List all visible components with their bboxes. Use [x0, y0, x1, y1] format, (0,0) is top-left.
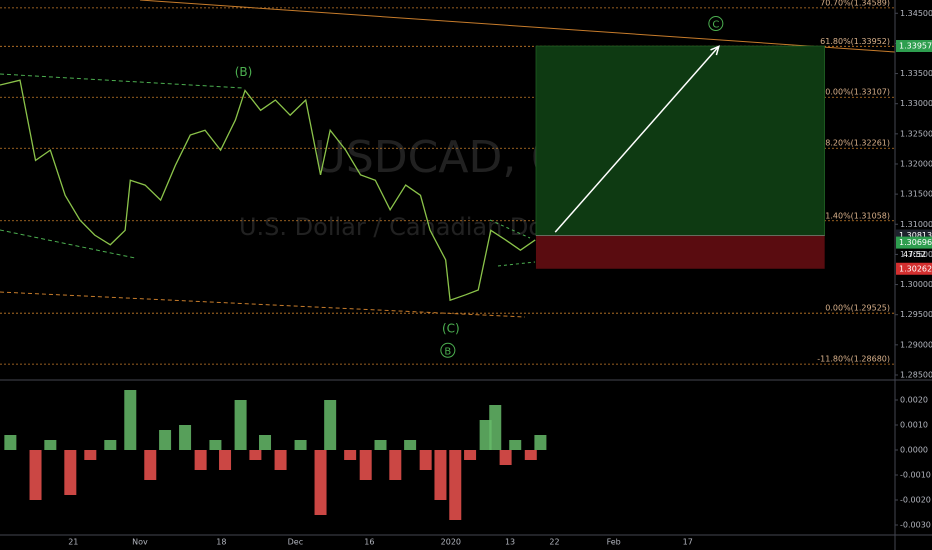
y-tick-label: 1.32000	[900, 159, 932, 168]
price-tag	[896, 262, 932, 275]
x-tick-label: 13	[505, 538, 515, 547]
y-tick-label: 0.0000	[900, 446, 928, 455]
histogram-bar	[324, 400, 337, 450]
y-tick-label: 1.29500	[900, 310, 932, 319]
fib-label: 61.80%(1.33952)	[820, 37, 890, 46]
fib-label: 70.70%(1.34589)	[820, 0, 890, 7]
fib-label: 50.00%(1.33107)	[820, 88, 890, 97]
y-tick-label: 1.31500	[900, 190, 932, 199]
y-tick-label: 1.33000	[900, 99, 932, 108]
price-tag-label: 1.30262	[899, 264, 932, 273]
histogram-bar	[144, 450, 157, 480]
histogram-bar	[4, 435, 17, 450]
fib-label: 0.00%(1.29525)	[825, 304, 890, 313]
histogram-bar	[84, 450, 97, 460]
histogram-bar	[509, 440, 522, 450]
histogram-bar	[219, 450, 232, 470]
countdown: 47:52	[903, 250, 926, 259]
y-tick-label: -0.0010	[900, 471, 931, 480]
wave-circle	[440, 342, 456, 358]
arrow-head	[710, 45, 720, 56]
wave-label: B	[444, 346, 451, 357]
histogram-bar	[419, 450, 432, 470]
price-tag-label: 1.30813	[899, 231, 932, 240]
histogram-bar	[479, 420, 492, 450]
projection-arrow	[554, 45, 720, 233]
histogram-bar	[374, 440, 387, 450]
wave-label: C	[712, 20, 719, 31]
x-tick-label: 18	[216, 538, 226, 547]
price-tag	[896, 236, 932, 249]
watermark-subtitle: U.S. Dollar / Canadian Dollar	[239, 213, 581, 241]
trend-line	[0, 229, 136, 259]
y-tick-label: 1.34500	[900, 9, 932, 18]
y-tick-label: 1.33500	[900, 69, 932, 78]
histogram-bar	[274, 450, 287, 470]
x-tick-label: 2020	[441, 538, 461, 547]
y-tick-label: 1.29000	[900, 340, 932, 349]
x-tick-label: 22	[549, 538, 559, 547]
histogram-bar	[534, 435, 547, 450]
histogram-bar	[434, 450, 447, 500]
histogram-bar	[159, 430, 172, 450]
wave-label: (B)	[235, 65, 253, 79]
y-tick-label: 0.0020	[900, 396, 928, 405]
histogram-bar	[524, 450, 537, 460]
wave-circle	[708, 16, 724, 32]
histogram-bar	[294, 440, 307, 450]
histogram-bar	[104, 440, 117, 450]
histogram-bar	[124, 390, 137, 450]
fib-label: -11.80%(1.28680)	[817, 355, 890, 364]
histogram-bar	[179, 425, 192, 450]
histogram-bar	[359, 450, 372, 480]
histogram-bar	[499, 450, 512, 465]
triangle-pattern	[489, 219, 536, 267]
x-tick-label: Dec	[288, 538, 303, 547]
x-tick-label: 16	[364, 538, 374, 547]
histogram-bar	[44, 440, 57, 450]
y-tick-label: 1.30000	[900, 280, 932, 289]
histogram-bar	[29, 450, 42, 500]
y-tick-label: 1.30500	[900, 250, 932, 259]
histogram-bar	[64, 450, 77, 495]
price-line	[0, 79, 536, 302]
price-tag-label: 1.30696	[899, 238, 932, 247]
histogram-bar	[194, 450, 207, 470]
histogram-bar	[449, 450, 462, 520]
histogram-bar	[489, 405, 502, 450]
histogram-bar	[344, 450, 357, 460]
histogram-bar	[464, 450, 477, 460]
wave-label: (C)	[442, 321, 460, 335]
histogram-bar	[249, 450, 262, 460]
fib-label: 38.20%(1.32261)	[820, 139, 890, 148]
y-tick-label: 1.31000	[900, 220, 932, 229]
y-tick-label: 1.32500	[900, 129, 932, 138]
x-tick-label: Feb	[607, 538, 621, 547]
x-tick-label: Nov	[132, 538, 148, 547]
histogram-bar	[389, 450, 402, 480]
fib-label: 21.40%(1.31058)	[820, 211, 890, 220]
target-zone	[535, 45, 825, 236]
y-tick-label: 1.28500	[900, 370, 932, 379]
stop-zone	[535, 235, 825, 269]
price-tag	[896, 39, 932, 52]
y-tick-label: 0.0010	[900, 421, 928, 430]
trend-line	[0, 73, 244, 89]
price-tag-label: 1.33957	[899, 41, 932, 50]
histogram-bar	[314, 450, 327, 515]
x-tick-label: 21	[68, 538, 78, 547]
histogram-bar	[234, 400, 247, 450]
trend-line	[139, 0, 896, 53]
histogram-bar	[404, 440, 417, 450]
y-tick-label: -0.0020	[900, 496, 931, 505]
x-tick-label: 17	[683, 538, 693, 547]
y-tick-label: -0.0030	[900, 521, 931, 530]
histogram-bar	[209, 440, 222, 450]
histogram-bar	[259, 435, 272, 450]
